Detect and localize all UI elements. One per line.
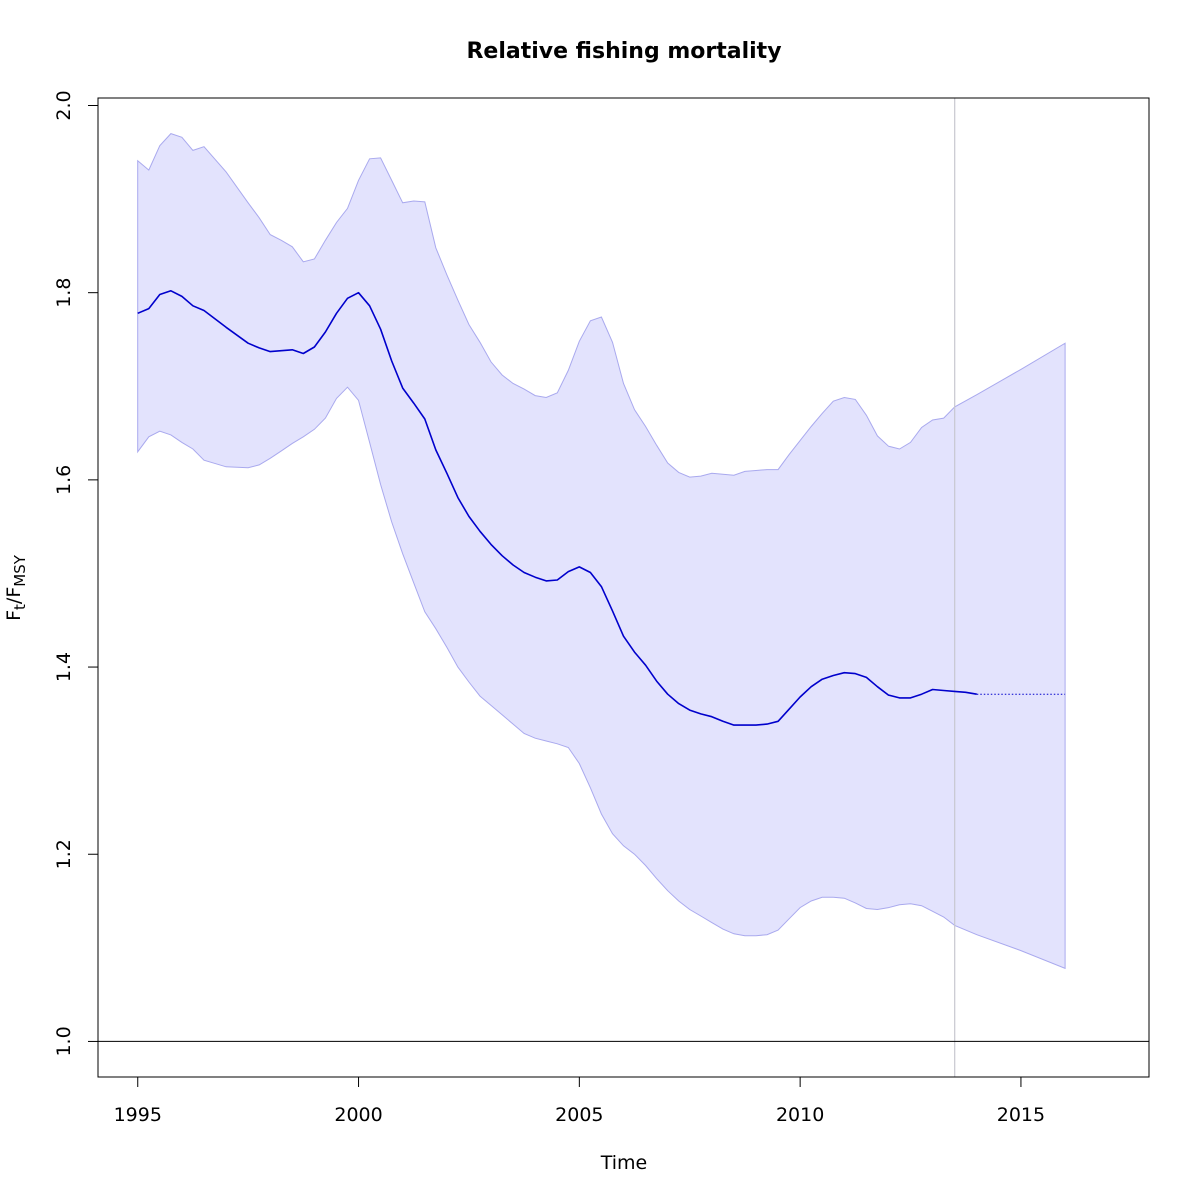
x-tick-label-2015: 2015 bbox=[997, 1104, 1045, 1126]
y-tick-label-1.2: 1.2 bbox=[53, 839, 75, 869]
y-axis-label-main: F bbox=[3, 610, 25, 621]
x-tick-label-2005: 2005 bbox=[555, 1104, 603, 1126]
y-tick-label-1.6: 1.6 bbox=[53, 465, 75, 495]
y-axis: 1.0 1.2 1.4 1.6 1.8 2.0 bbox=[53, 90, 99, 1057]
series-lines bbox=[137, 289, 1066, 726]
x-axis: 1995 2000 2005 2010 2015 bbox=[114, 1076, 1045, 1126]
confidence-band bbox=[137, 133, 1066, 970]
y-tick-label-1.4: 1.4 bbox=[53, 652, 75, 682]
y-axis-label-sub1: t bbox=[11, 604, 29, 610]
y-axis-label: Ft/FMSY bbox=[3, 554, 29, 621]
confidence-band-area bbox=[137, 133, 1066, 970]
x-axis-label: Time bbox=[600, 1152, 648, 1174]
y-tick-label-2.0: 2.0 bbox=[53, 90, 75, 120]
chart-title: Relative fishing mortality bbox=[466, 39, 781, 64]
estimate-line bbox=[137, 289, 977, 726]
x-tick-label-1995: 1995 bbox=[114, 1104, 162, 1126]
y-axis-label-sub2: MSY bbox=[11, 554, 29, 586]
x-tick-label-2010: 2010 bbox=[776, 1104, 824, 1126]
y-tick-label-1.0: 1.0 bbox=[53, 1026, 75, 1056]
y-tick-label-1.8: 1.8 bbox=[53, 278, 75, 308]
y-axis-label-sep: /F bbox=[3, 587, 25, 604]
x-tick-label-2000: 2000 bbox=[334, 1104, 382, 1126]
